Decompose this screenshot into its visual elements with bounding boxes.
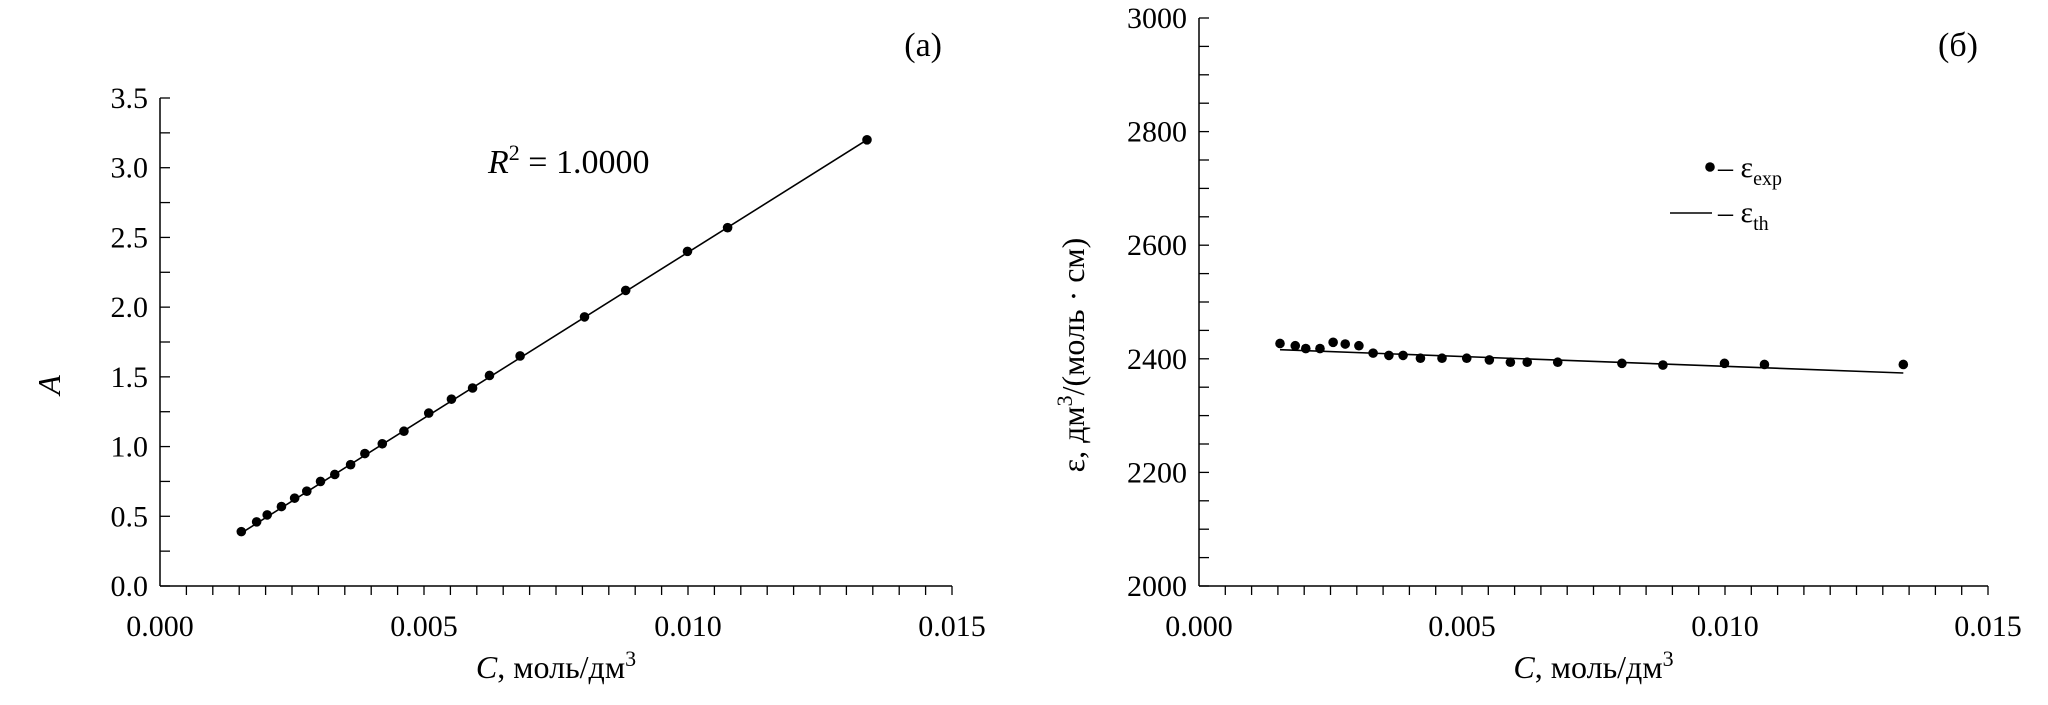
x-label-sup: 3	[1663, 646, 1674, 671]
y-tick-label: 0.0	[111, 570, 149, 603]
x-label-unit: , моль/дм	[497, 649, 625, 685]
x-label-unit: , моль/дм	[1535, 649, 1663, 685]
y-label-sup: 3	[1052, 395, 1077, 406]
legend: – εexp – εth	[1670, 151, 1782, 235]
legend-sub: exp	[1753, 168, 1782, 190]
chart-b: 0.000 0.005 0.010 0.015 2000 2200 2400 2600 2800…	[1052, 2, 2022, 685]
y-tick-label: 1.0	[111, 431, 149, 464]
y-tick-label: 2400	[1127, 343, 1187, 376]
y-tick-label: 2.0	[111, 291, 149, 324]
y-tick-label: 3000	[1127, 2, 1187, 35]
r-squared-annotation: R2 = 1.0000	[487, 140, 649, 181]
fit-line	[1279, 348, 1904, 374]
annotation-sup: 2	[509, 140, 520, 165]
legend-dash: –	[1717, 151, 1741, 184]
data-point	[1484, 355, 1495, 365]
legend-marker-dot	[1705, 162, 1715, 172]
annotation-var: R	[487, 144, 509, 181]
data-point	[1340, 339, 1351, 349]
y-label-pre: ε, дм	[1055, 406, 1091, 472]
x-tick-label: 0.010	[1691, 610, 1759, 643]
data-point	[1461, 353, 1472, 364]
x-axis-label: C, моль/дм3	[476, 646, 636, 685]
data-point	[1384, 350, 1394, 361]
data-point	[1759, 359, 1770, 370]
data-point	[1275, 338, 1285, 349]
legend-symbol: ε	[1741, 196, 1754, 229]
y-tick-label: 0.5	[111, 500, 149, 533]
legend-sub: th	[1753, 213, 1769, 235]
panel-label: (б)	[1938, 27, 1978, 64]
x-label-sup: 3	[625, 646, 636, 671]
y-tick-label: 2200	[1127, 456, 1187, 489]
data-point	[515, 351, 525, 361]
y-tick-label: 2600	[1127, 229, 1187, 262]
x-tick-label: 0.015	[1954, 610, 2022, 643]
x-label-var: C	[476, 649, 498, 685]
chart-a: 0.000 0.005 0.010 0.015 0.0 0.5 1.0 1.5 2.0 2.5 3.…	[31, 27, 986, 685]
x-tick-label: 0.005	[390, 610, 458, 643]
data-point	[1300, 343, 1311, 354]
y-tick-label: 3.0	[111, 152, 149, 185]
data-point	[1354, 340, 1364, 351]
panel-label: (a)	[904, 27, 942, 64]
data-point	[1658, 360, 1668, 370]
legend-symbol: ε	[1741, 151, 1754, 184]
y-axis-label: A	[31, 375, 67, 397]
y-tick-label: 2.5	[111, 221, 149, 254]
x-tick-label: 0.000	[1165, 610, 1233, 643]
data-point	[1505, 357, 1516, 368]
y-axis-label: ε, дм3/(моль · см)	[1052, 238, 1091, 473]
x-tick-label: 0.015	[918, 610, 986, 643]
y-tick-label: 2800	[1127, 116, 1187, 149]
y-label-post: /(моль · см)	[1055, 238, 1091, 396]
x-label-var: C	[1513, 649, 1535, 685]
y-tick-label: 2000	[1127, 570, 1187, 603]
x-axis-label: C, моль/дм3	[1513, 646, 1673, 685]
y-tick-label: 3.5	[111, 82, 149, 115]
data-point	[262, 510, 272, 520]
legend-label-th: – εth	[1717, 196, 1769, 235]
x-tick-label: 0.005	[1428, 610, 1496, 643]
data-point	[1290, 340, 1301, 351]
data-point	[1617, 358, 1627, 369]
legend-label-exp: – εexp	[1717, 151, 1782, 190]
annotation-text: = 1.0000	[520, 144, 650, 181]
data-point	[1328, 337, 1338, 348]
fit-line	[240, 139, 868, 534]
data-point	[423, 408, 434, 418]
x-tick-label: 0.000	[126, 610, 194, 643]
legend-dash: –	[1717, 196, 1741, 229]
data-point	[1398, 350, 1408, 361]
y-tick-label: 1.5	[111, 361, 149, 394]
data-point	[1898, 359, 1909, 370]
x-tick-label: 0.010	[654, 610, 722, 643]
data-point	[1552, 357, 1563, 368]
data-point	[236, 526, 247, 537]
